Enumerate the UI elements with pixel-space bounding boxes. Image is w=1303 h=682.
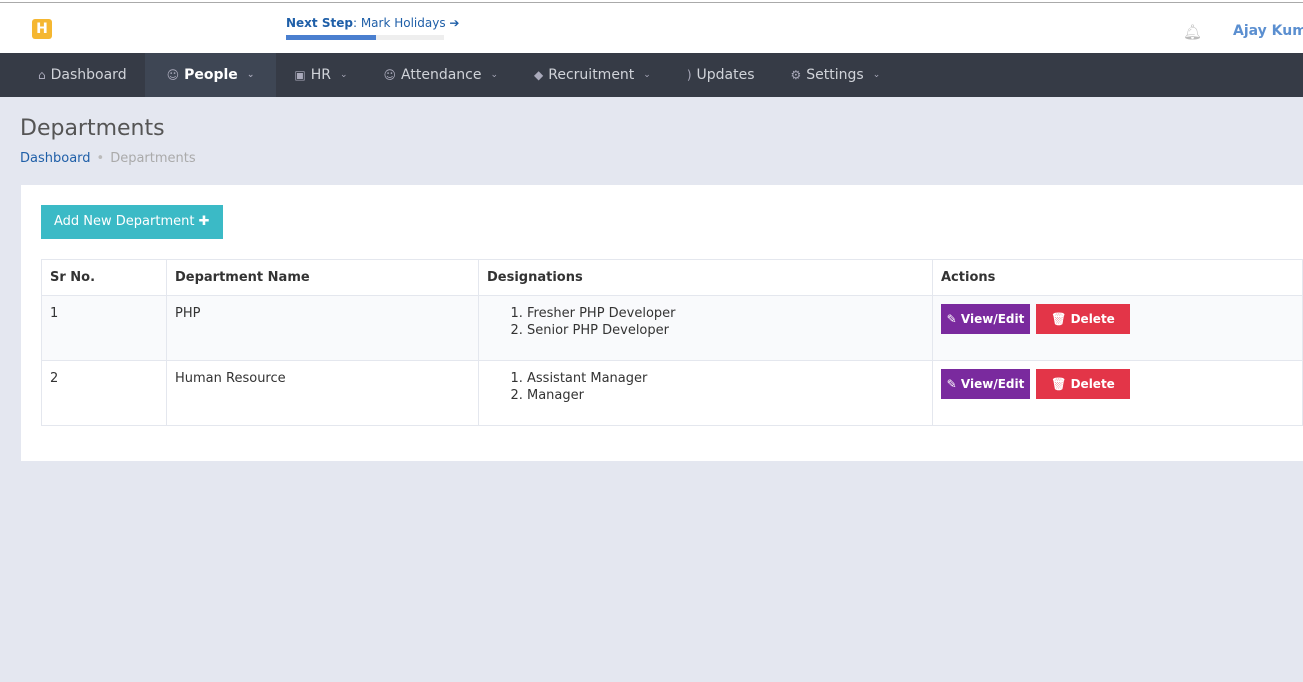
gear-icon: ⚙ (790, 68, 802, 82)
breadcrumb-current: Departments (110, 151, 196, 166)
logo[interactable]: H (32, 19, 52, 39)
trash-icon: 🗑︎ (1051, 312, 1067, 326)
cell-designations: Assistant ManagerManager (478, 360, 933, 426)
view-edit-button[interactable]: ✎ View/Edit (941, 304, 1030, 334)
plus-icon: ✚ (198, 214, 210, 229)
table-row: 1 PHP Fresher PHP DeveloperSenior PHP De… (41, 295, 1303, 361)
chevron-down-icon: ⌄ (872, 70, 881, 80)
designation-item: Senior PHP Developer (527, 321, 924, 340)
edit-icon: ✎ (946, 312, 957, 326)
nav-recruitment[interactable]: ◆ Recruitment ⌄ (534, 67, 651, 83)
nav-updates[interactable]: ) Updates (686, 67, 755, 83)
departments-card: Add New Department ✚ Sr No. Department N… (21, 185, 1303, 461)
designation-item: Fresher PHP Developer (527, 304, 924, 323)
progress-bar (286, 35, 444, 40)
chevron-down-icon: ⌄ (246, 70, 255, 80)
users-icon: ☺ (383, 68, 397, 82)
nav-hr[interactable]: ▣ HR ⌄ (294, 67, 348, 83)
delete-button[interactable]: 🗑︎ Delete (1036, 369, 1130, 399)
main-nav: ⌂ Dashboard ☺ People ⌄ ▣ HR ⌄ ☺ Attendance ⌄ ◆ Recru… (0, 53, 1303, 97)
nav-people[interactable]: ☺ People ⌄ (144, 53, 277, 97)
cell-sr: 2 (41, 360, 167, 426)
chevron-down-icon: ⌄ (339, 70, 348, 80)
chevron-down-icon: ⌄ (490, 70, 499, 80)
briefcase-icon: ▣ (294, 68, 306, 82)
top-border (0, 0, 1303, 3)
nav-settings[interactable]: ⚙ Settings ⌄ (790, 67, 881, 83)
arrow-right-icon: ➔ (449, 16, 460, 30)
table-row: 2 Human Resource Assistant ManagerManage… (41, 360, 1303, 426)
rss-icon: ) (686, 68, 692, 82)
next-step-link[interactable]: Next Step: Mark Holidays ➔ (286, 16, 460, 30)
col-actions: Actions (932, 259, 1303, 296)
cell-actions: ✎ View/Edit 🗑︎ Delete (932, 360, 1303, 426)
edit-icon: ✎ (946, 377, 957, 391)
nav-attendance[interactable]: ☺ Attendance ⌄ (383, 67, 499, 83)
home-icon: ⌂ (38, 68, 46, 82)
breadcrumb-dashboard[interactable]: Dashboard (20, 151, 91, 166)
chevron-down-icon: ⌄ (643, 70, 651, 80)
designation-item: Manager (527, 386, 924, 405)
cell-designations: Fresher PHP DeveloperSenior PHP Develope… (478, 295, 933, 361)
cell-name: Human Resource (166, 360, 479, 426)
col-name: Department Name (166, 259, 479, 296)
departments-table: Sr No. Department Name Designations Acti… (41, 259, 1303, 426)
page-title: Departments (20, 116, 165, 141)
bell-icon[interactable]: 🔔︎ (1183, 23, 1203, 41)
cell-name: PHP (166, 295, 479, 361)
cell-actions: ✎ View/Edit 🗑︎ Delete (932, 295, 1303, 361)
view-edit-button[interactable]: ✎ View/Edit (941, 369, 1030, 399)
delete-button[interactable]: 🗑︎ Delete (1036, 304, 1130, 334)
designation-item: Assistant Manager (527, 369, 924, 388)
user-icon: ☺ (166, 68, 180, 82)
header: H Next Step: Mark Holidays ➔ 🔔︎ Ajay Kum… (0, 3, 1303, 53)
col-designations: Designations (478, 259, 933, 296)
progress-fill (286, 35, 377, 40)
graduation-cap-icon: ◆ (534, 68, 544, 82)
cell-sr: 1 (41, 295, 167, 361)
breadcrumb: Dashboard • Departments (20, 151, 196, 166)
nav-dashboard[interactable]: ⌂ Dashboard (38, 67, 127, 83)
user-menu[interactable]: Ajay Kuma (1233, 23, 1303, 39)
col-sr: Sr No. (41, 259, 167, 296)
add-department-button[interactable]: Add New Department ✚ (41, 205, 223, 239)
trash-icon: 🗑︎ (1051, 377, 1067, 391)
